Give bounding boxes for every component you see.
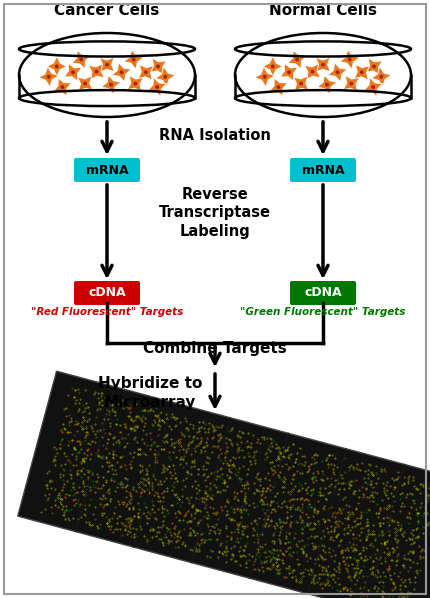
Ellipse shape (144, 71, 148, 74)
Polygon shape (340, 50, 359, 69)
Ellipse shape (348, 57, 352, 62)
Ellipse shape (360, 71, 364, 74)
Ellipse shape (371, 85, 375, 89)
Polygon shape (155, 67, 175, 87)
Ellipse shape (71, 71, 75, 74)
Ellipse shape (133, 82, 137, 86)
FancyBboxPatch shape (290, 158, 356, 182)
Ellipse shape (271, 65, 275, 68)
Text: cDNA: cDNA (304, 286, 342, 300)
Ellipse shape (155, 85, 159, 89)
Polygon shape (364, 78, 383, 96)
Text: Reverse
Transcriptase
Labeling: Reverse Transcriptase Labeling (159, 187, 271, 239)
Ellipse shape (55, 65, 59, 68)
Polygon shape (294, 76, 309, 91)
Polygon shape (127, 75, 143, 91)
Text: RNA Isolation: RNA Isolation (159, 129, 271, 144)
Ellipse shape (83, 82, 87, 86)
Polygon shape (371, 67, 391, 87)
Polygon shape (47, 56, 67, 77)
Polygon shape (316, 57, 330, 72)
Polygon shape (147, 78, 167, 96)
Ellipse shape (299, 82, 303, 86)
Polygon shape (64, 63, 82, 81)
Ellipse shape (109, 83, 113, 87)
Polygon shape (100, 57, 114, 72)
Polygon shape (269, 78, 288, 96)
Polygon shape (112, 63, 131, 82)
Ellipse shape (379, 75, 383, 79)
Polygon shape (124, 50, 144, 69)
Polygon shape (101, 75, 121, 94)
Ellipse shape (132, 57, 135, 62)
Polygon shape (89, 63, 104, 80)
Ellipse shape (276, 85, 280, 89)
FancyBboxPatch shape (290, 281, 356, 305)
Polygon shape (280, 63, 298, 81)
FancyBboxPatch shape (74, 281, 140, 305)
Ellipse shape (61, 85, 64, 89)
Polygon shape (53, 78, 71, 96)
Polygon shape (317, 75, 337, 94)
Ellipse shape (287, 71, 291, 74)
Polygon shape (150, 58, 166, 75)
Polygon shape (72, 50, 90, 69)
Ellipse shape (310, 69, 314, 74)
Text: Normal Cells: Normal Cells (269, 3, 377, 18)
Polygon shape (263, 56, 283, 77)
Text: Combine Targets: Combine Targets (143, 340, 287, 355)
Ellipse shape (19, 33, 195, 117)
Ellipse shape (350, 82, 353, 86)
Ellipse shape (336, 71, 340, 74)
Ellipse shape (321, 63, 325, 66)
Polygon shape (304, 63, 320, 80)
Polygon shape (138, 65, 154, 80)
Text: mRNA: mRNA (86, 163, 128, 176)
Polygon shape (18, 371, 430, 598)
Ellipse shape (235, 33, 411, 117)
Text: cDNA: cDNA (88, 286, 126, 300)
Polygon shape (366, 58, 382, 75)
Ellipse shape (47, 75, 51, 79)
Ellipse shape (372, 65, 376, 68)
Ellipse shape (120, 71, 123, 74)
Polygon shape (288, 50, 307, 69)
Polygon shape (255, 66, 275, 87)
Polygon shape (39, 66, 59, 87)
Ellipse shape (156, 65, 160, 68)
Polygon shape (354, 65, 370, 80)
Polygon shape (77, 76, 93, 91)
Ellipse shape (295, 57, 299, 62)
FancyBboxPatch shape (74, 158, 140, 182)
Polygon shape (328, 63, 347, 82)
Text: "Red Fluorescent" Targets: "Red Fluorescent" Targets (31, 307, 183, 317)
Text: mRNA: mRNA (302, 163, 344, 176)
Text: Hybridize to
Microarray: Hybridize to Microarray (98, 376, 202, 410)
Ellipse shape (95, 69, 98, 74)
Ellipse shape (325, 83, 329, 87)
Ellipse shape (79, 57, 83, 62)
Ellipse shape (163, 75, 167, 79)
Text: Cancer Cells: Cancer Cells (54, 3, 160, 18)
Ellipse shape (105, 63, 109, 66)
Text: "Green Fluorescent" Targets: "Green Fluorescent" Targets (240, 307, 405, 317)
Polygon shape (343, 75, 359, 91)
Ellipse shape (263, 75, 267, 79)
